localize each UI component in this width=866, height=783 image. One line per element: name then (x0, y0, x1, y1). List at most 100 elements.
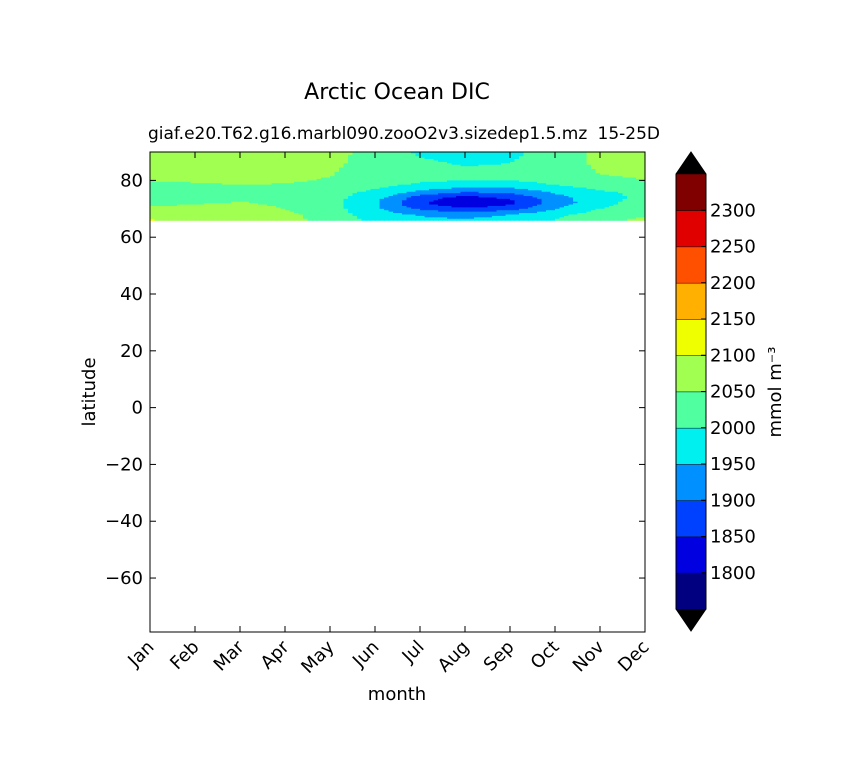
heat-cell (235, 191, 241, 194)
heat-cell (541, 174, 547, 177)
heat-cell (244, 159, 250, 162)
heat-cell (150, 164, 156, 167)
heat-cell (244, 193, 250, 196)
heat-cell (289, 160, 295, 163)
heat-cell (195, 211, 201, 214)
heat-cell (352, 193, 358, 196)
heat-cell (384, 183, 390, 186)
heat-cell (501, 201, 507, 204)
heat-cell (465, 153, 471, 156)
heat-cell (483, 187, 489, 190)
heat-cell (429, 163, 435, 166)
heat-cell (474, 159, 480, 162)
heat-cell (609, 164, 615, 167)
heat-cell (429, 191, 435, 194)
heat-cell (217, 171, 223, 174)
heat-cell (442, 207, 448, 210)
heat-cell (298, 205, 304, 208)
heat-cell (424, 204, 430, 207)
heat-cell (352, 181, 358, 184)
heat-cell (280, 164, 286, 167)
heat-cell (258, 190, 264, 193)
heat-cell (253, 196, 259, 199)
heat-cell (334, 194, 340, 197)
heat-cell (600, 194, 606, 197)
heat-cell (352, 190, 358, 193)
heat-cell (321, 184, 327, 187)
heat-cell (528, 174, 534, 177)
heat-cell (537, 187, 543, 190)
heat-cell (478, 167, 484, 170)
heat-cell (465, 190, 471, 193)
heat-cell (600, 211, 606, 214)
heat-cell (438, 204, 444, 207)
heat-cell (231, 161, 237, 164)
heat-cell (217, 181, 223, 184)
heat-cell (213, 157, 219, 160)
heat-cell (411, 159, 417, 162)
heat-cell (474, 196, 480, 199)
heat-cell (492, 159, 498, 162)
heat-cell (163, 197, 169, 200)
heat-cell (478, 188, 484, 191)
heat-cell (172, 186, 178, 189)
heat-cell (573, 156, 579, 159)
heat-cell (510, 200, 516, 203)
heat-cell (150, 186, 156, 189)
heat-cell (181, 177, 187, 180)
heat-cell (609, 157, 615, 160)
heat-cell (199, 213, 205, 216)
heat-cell (600, 161, 606, 164)
heat-cell (334, 176, 340, 179)
heat-cell (388, 210, 394, 213)
heat-cell (573, 210, 579, 213)
heat-cell (415, 214, 421, 217)
heat-cell (204, 213, 210, 216)
heat-cell (235, 160, 241, 163)
heat-cell (366, 201, 372, 204)
heat-cell (456, 184, 462, 187)
heat-cell (217, 191, 223, 194)
heat-cell (204, 205, 210, 208)
heat-cell (204, 166, 210, 169)
heat-cell (208, 194, 214, 197)
heat-cell (429, 174, 435, 177)
heat-cell (222, 194, 228, 197)
heat-cell (307, 214, 313, 217)
heat-cell (406, 210, 412, 213)
heat-cell (163, 210, 169, 213)
heat-cell (352, 170, 358, 173)
heat-cell (271, 210, 277, 213)
heat-cell (159, 167, 165, 170)
heat-cell (627, 177, 633, 180)
heat-cell (379, 180, 385, 183)
heat-cell (618, 178, 624, 181)
heat-cell (298, 173, 304, 176)
heat-cell (613, 180, 619, 183)
heat-cell (321, 169, 327, 172)
heat-cell (510, 173, 516, 176)
heat-cell (627, 183, 633, 186)
heat-cell (321, 197, 327, 200)
heat-cell (168, 190, 174, 193)
heat-cell (609, 213, 615, 216)
heat-cell (276, 186, 282, 189)
heat-cell (478, 197, 484, 200)
heat-cell (532, 213, 538, 216)
heat-cell (505, 159, 511, 162)
heat-cell (379, 173, 385, 176)
heat-cell (271, 163, 277, 166)
heat-cell (325, 183, 331, 186)
heat-cell (550, 156, 556, 159)
heat-cell (460, 183, 466, 186)
heat-cell (550, 211, 556, 214)
heat-cell (177, 163, 183, 166)
heat-cell (217, 159, 223, 162)
heat-cell (523, 205, 529, 208)
heat-cell (564, 198, 570, 201)
heat-cell (150, 187, 156, 190)
heat-cell (384, 190, 390, 193)
heat-cell (618, 200, 624, 203)
heat-cell (541, 210, 547, 213)
heat-cell (204, 170, 210, 173)
